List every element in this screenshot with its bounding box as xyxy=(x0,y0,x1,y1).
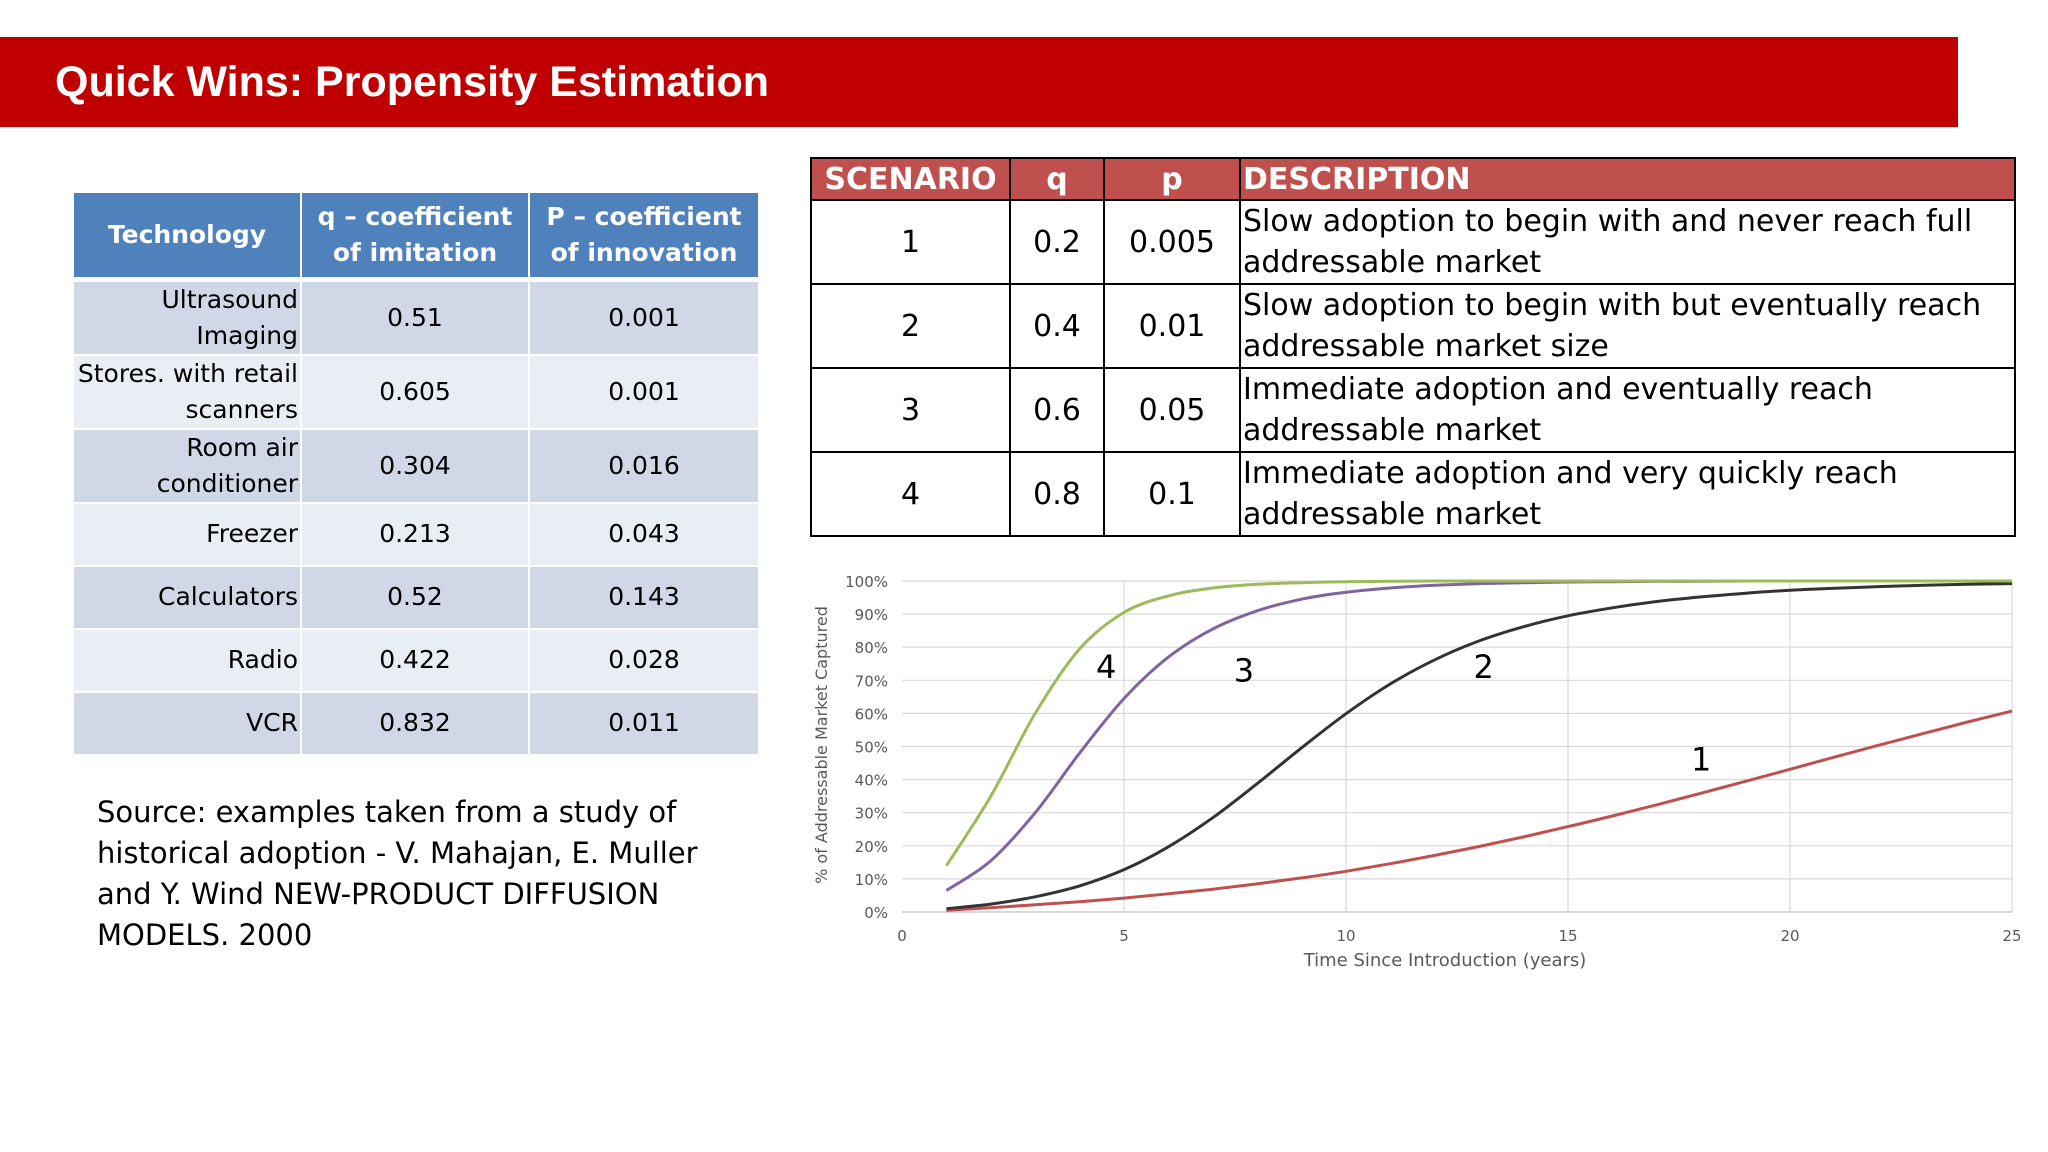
table-row: Stores. with retail scanners 0.605 0.001 xyxy=(74,354,758,430)
adoption-curve-chart: 0% 10% 20% 30% 40% 50% 60% 70% 80% 90% 100% 0 5 10 15… xyxy=(812,573,2020,971)
scenario-description: Slow adoption to begin with but eventual… xyxy=(1239,283,2016,369)
technology-name: Calculators xyxy=(74,565,302,630)
table-row: 1 0.2 0.005 Slow adoption to begin with … xyxy=(810,199,2016,285)
source-note: Source: examples taken from a study of h… xyxy=(97,795,698,952)
q-value: 0.832 xyxy=(301,691,530,756)
y-tick-label: 80% xyxy=(855,639,888,657)
table-row: 3 0.6 0.05 Immediate adoption and eventu… xyxy=(810,367,2016,453)
q-value: 0.422 xyxy=(301,628,530,693)
q-value: 0.2 xyxy=(1009,199,1105,285)
p-value: 0.143 xyxy=(529,565,758,630)
p-value: 0.016 xyxy=(529,428,758,504)
q-value: 0.213 xyxy=(301,502,530,567)
technology-name: Room air conditioner xyxy=(74,428,302,504)
y-tick-label: 20% xyxy=(855,838,888,856)
header-scenario: SCENARIO xyxy=(810,157,1011,201)
table-row: Ultrasound Imaging 0.51 0.001 xyxy=(74,279,758,356)
q-value: 0.6 xyxy=(1009,367,1105,453)
series-label-2: 2 xyxy=(1473,648,1493,686)
header-p: P – coefficient of innovation xyxy=(529,193,758,282)
title-bar: Quick Wins: Propensity Estimation xyxy=(0,37,1958,127)
q-value: 0.52 xyxy=(301,565,530,630)
table-row: Freezer 0.213 0.043 xyxy=(74,502,758,567)
y-axis-ticks: 0% 10% 20% 30% 40% 50% 60% 70% 80% 90% 100% xyxy=(845,573,888,922)
scenario-table: SCENARIO q p DESCRIPTION 1 0.2 0.005 Slo… xyxy=(810,157,2016,537)
y-tick-label: 0% xyxy=(864,904,888,922)
x-tick-label: 0 xyxy=(897,927,907,945)
table-row: Room air conditioner 0.304 0.016 xyxy=(74,428,758,504)
x-tick-label: 10 xyxy=(1336,927,1355,945)
technology-table-header: Technology q – coefficient of imitation … xyxy=(74,193,758,282)
header-description: DESCRIPTION xyxy=(1239,157,2016,201)
y-tick-label: 10% xyxy=(855,871,888,889)
technology-name: Freezer xyxy=(74,502,302,567)
series-line-3 xyxy=(945,579,2012,892)
y-tick-label: 60% xyxy=(855,705,888,723)
technology-name: Ultrasound Imaging xyxy=(74,279,302,356)
table-row: Radio 0.422 0.028 xyxy=(74,628,758,693)
series-line-4 xyxy=(945,579,2012,867)
p-value: 0.005 xyxy=(1103,199,1241,285)
technology-name: Radio xyxy=(74,628,302,693)
series-labels: 1 2 3 4 xyxy=(1096,648,1711,779)
scenario-number: 4 xyxy=(810,451,1011,537)
p-value: 0.001 xyxy=(529,279,758,356)
slide-title: Quick Wins: Propensity Estimation xyxy=(55,57,770,106)
header-q: q xyxy=(1009,157,1105,201)
p-value: 0.043 xyxy=(529,502,758,567)
scenario-description: Slow adoption to begin with and never re… xyxy=(1239,199,2016,285)
y-tick-label: 30% xyxy=(855,805,888,823)
chart-series xyxy=(945,579,2013,912)
y-tick-label: 50% xyxy=(855,739,888,757)
scenario-description: Immediate adoption and eventually reach … xyxy=(1239,367,2016,453)
chart-grid xyxy=(902,580,2013,913)
series-label-1: 1 xyxy=(1691,741,1711,779)
q-value: 0.51 xyxy=(301,279,530,356)
x-tick-label: 5 xyxy=(1119,927,1129,945)
scenario-table-header: SCENARIO q p DESCRIPTION xyxy=(810,157,2016,201)
table-row: 2 0.4 0.01 Slow adoption to begin with b… xyxy=(810,283,2016,369)
technology-name: VCR xyxy=(74,691,302,756)
p-value: 0.01 xyxy=(1103,283,1241,369)
x-tick-label: 20 xyxy=(1780,927,1799,945)
q-value: 0.8 xyxy=(1009,451,1105,537)
y-tick-label: 40% xyxy=(855,772,888,790)
x-axis-ticks: 0 5 10 15 20 25 xyxy=(897,927,2020,945)
y-tick-label: 100% xyxy=(845,573,888,591)
series-label-3: 3 xyxy=(1234,651,1254,689)
y-tick-label: 70% xyxy=(855,672,888,690)
technology-name: Stores. with retail scanners xyxy=(74,354,302,430)
scenario-description: Immediate adoption and very quickly reac… xyxy=(1239,451,2016,537)
x-tick-label: 15 xyxy=(1558,927,1577,945)
x-tick-label: 25 xyxy=(2002,927,2020,945)
y-axis-label: % of Addressable Market Captured xyxy=(812,606,831,884)
table-row: 4 0.8 0.1 Immediate adoption and very qu… xyxy=(810,451,2016,537)
header-p: p xyxy=(1103,157,1241,201)
scenario-number: 2 xyxy=(810,283,1011,369)
q-value: 0.605 xyxy=(301,354,530,430)
table-row: VCR 0.832 0.011 xyxy=(74,691,758,756)
y-tick-label: 90% xyxy=(855,606,888,624)
series-line-2 xyxy=(946,582,2013,911)
x-axis-label: Time Since Introduction (years) xyxy=(1303,950,1587,971)
header-q: q – coefficient of imitation xyxy=(301,193,530,282)
series-label-4: 4 xyxy=(1096,648,1116,686)
q-value: 0.4 xyxy=(1009,283,1105,369)
q-value: 0.304 xyxy=(301,428,530,504)
series-line-1 xyxy=(946,709,2013,912)
p-value: 0.028 xyxy=(529,628,758,693)
p-value: 0.1 xyxy=(1103,451,1241,537)
p-value: 0.001 xyxy=(529,354,758,430)
scenario-number: 1 xyxy=(810,199,1011,285)
header-technology: Technology xyxy=(74,193,302,282)
technology-table: Technology q – coefficient of imitation … xyxy=(74,193,758,756)
p-value: 0.011 xyxy=(529,691,758,756)
scenario-number: 3 xyxy=(810,367,1011,453)
table-row: Calculators 0.52 0.143 xyxy=(74,565,758,630)
p-value: 0.05 xyxy=(1103,367,1241,453)
